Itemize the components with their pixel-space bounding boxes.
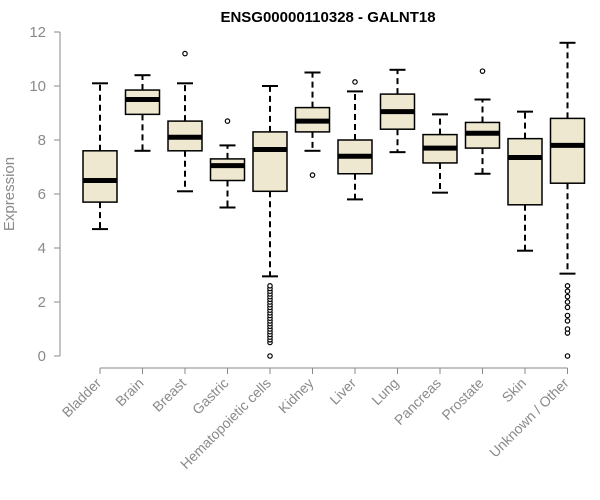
outlier-point: [564, 318, 571, 324]
outlier-point: [564, 282, 571, 289]
outlier-point: [182, 50, 188, 57]
y-tick-label: 10: [29, 78, 46, 95]
y-tick-label: 8: [38, 132, 46, 149]
y-tick-label: 12: [29, 24, 46, 41]
x-tick-label: Liver: [326, 375, 359, 408]
iqr-box: [124, 89, 161, 116]
outlier-point: [267, 282, 273, 289]
box-brain: [124, 74, 161, 152]
outlier-point: [267, 353, 273, 359]
outlier-point: [564, 293, 571, 300]
iqr-box: [549, 117, 586, 184]
y-tick-label: 6: [38, 186, 46, 203]
box-hematopoietic-cells: [252, 85, 288, 359]
y-tick-label: 0: [38, 348, 46, 365]
outlier-point: [564, 299, 571, 305]
y-tick-label: 4: [38, 240, 46, 257]
x-tick-label: Bladder: [59, 375, 105, 421]
outlier-point: [479, 68, 486, 74]
x-tick-label: Breast: [149, 375, 189, 415]
outlier-point: [564, 304, 571, 311]
iqr-box: [82, 150, 118, 203]
box-lung: [379, 68, 416, 154]
x-tick-label: Skin: [499, 375, 530, 406]
x-tick-label: Unknown / Other: [486, 375, 572, 461]
x-tick-label: Prostate: [438, 375, 486, 423]
box-skin: [507, 110, 543, 252]
x-tick-label: Kidney: [275, 375, 317, 417]
box-gastric: [209, 118, 246, 209]
box-prostate: [464, 68, 501, 175]
box-liver: [337, 79, 373, 201]
y-tick-label: 2: [38, 294, 46, 311]
y-axis-label: Expression: [1, 157, 18, 231]
y-axis: 0 2 4 6 8 10 12: [29, 24, 61, 365]
box-unknown-other: [549, 41, 586, 359]
outlier-point: [352, 79, 358, 85]
x-tick-label: Pancreas: [391, 375, 444, 428]
box-kidney: [294, 71, 331, 178]
outlier-point: [564, 326, 571, 332]
iqr-box: [252, 131, 288, 193]
box-bladder: [82, 82, 118, 231]
outlier-point: [224, 118, 231, 124]
outlier-point: [309, 172, 316, 178]
outlier-point: [564, 353, 571, 359]
box-breast: [167, 50, 203, 193]
iqr-box: [507, 137, 543, 206]
x-tick-label: Lung: [368, 375, 401, 408]
chart-title: ENSG00000110328 - GALNT18: [220, 9, 435, 26]
x-tick-label: Brain: [112, 375, 146, 409]
box-series: [82, 41, 586, 359]
box-pancreas: [422, 113, 458, 194]
outlier-point: [564, 312, 571, 319]
outlier-point: [564, 288, 571, 295]
iqr-box: [209, 158, 246, 182]
